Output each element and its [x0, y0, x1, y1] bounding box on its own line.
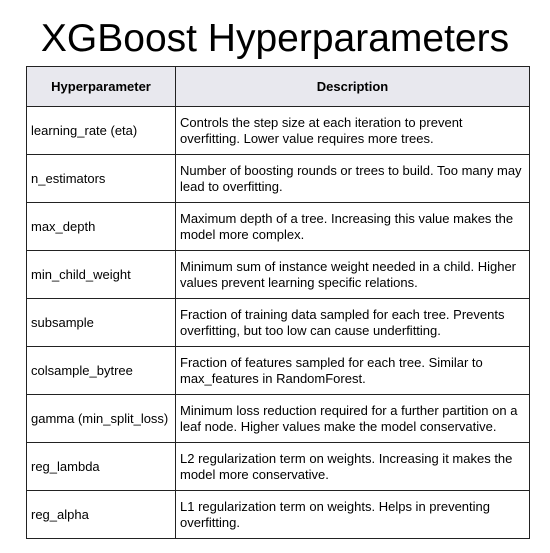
param-name-cell: reg_alpha — [26, 490, 176, 539]
param-description-cell: Maximum depth of a tree. Increasing this… — [175, 202, 530, 251]
param-name-cell: learning_rate (eta) — [26, 106, 176, 155]
param-description-cell: Minimum loss reduction required for a fu… — [175, 394, 530, 443]
table-row: learning_rate (eta) Controls the step si… — [26, 106, 530, 155]
param-description-cell: L1 regularization term on weights. Helps… — [175, 490, 530, 539]
column-header-description: Description — [175, 66, 530, 107]
table-row: subsample Fraction of training data samp… — [26, 298, 530, 347]
table-row: colsample_bytree Fraction of features sa… — [26, 346, 530, 395]
param-description-cell: Fraction of training data sampled for ea… — [175, 298, 530, 347]
param-description-cell: Controls the step size at each iteration… — [175, 106, 530, 155]
table-row: min_child_weight Minimum sum of instance… — [26, 250, 530, 299]
hyperparameter-table: Hyperparameter Description learning_rate… — [26, 66, 530, 539]
param-description-cell: Fraction of features sampled for each tr… — [175, 346, 530, 395]
table-header-row: Hyperparameter Description — [26, 66, 530, 107]
param-name-cell: n_estimators — [26, 154, 176, 203]
table-row: gamma (min_split_loss) Minimum loss redu… — [26, 394, 530, 443]
param-name-cell: reg_lambda — [26, 442, 176, 491]
param-name-cell: colsample_bytree — [26, 346, 176, 395]
table-row: n_estimators Number of boosting rounds o… — [26, 154, 530, 203]
table-row: max_depth Maximum depth of a tree. Incre… — [26, 202, 530, 251]
table-row: reg_lambda L2 regularization term on wei… — [26, 442, 530, 491]
page-title: XGBoost Hyperparameters — [40, 17, 510, 60]
table-row: reg_alpha L1 regularization term on weig… — [26, 490, 530, 539]
param-description-cell: Number of boosting rounds or trees to bu… — [175, 154, 530, 203]
param-name-cell: min_child_weight — [26, 250, 176, 299]
param-name-cell: gamma (min_split_loss) — [26, 394, 176, 443]
column-header-hyperparameter: Hyperparameter — [26, 66, 176, 107]
param-description-cell: L2 regularization term on weights. Incre… — [175, 442, 530, 491]
param-name-cell: max_depth — [26, 202, 176, 251]
param-name-cell: subsample — [26, 298, 176, 347]
param-description-cell: Minimum sum of instance weight needed in… — [175, 250, 530, 299]
